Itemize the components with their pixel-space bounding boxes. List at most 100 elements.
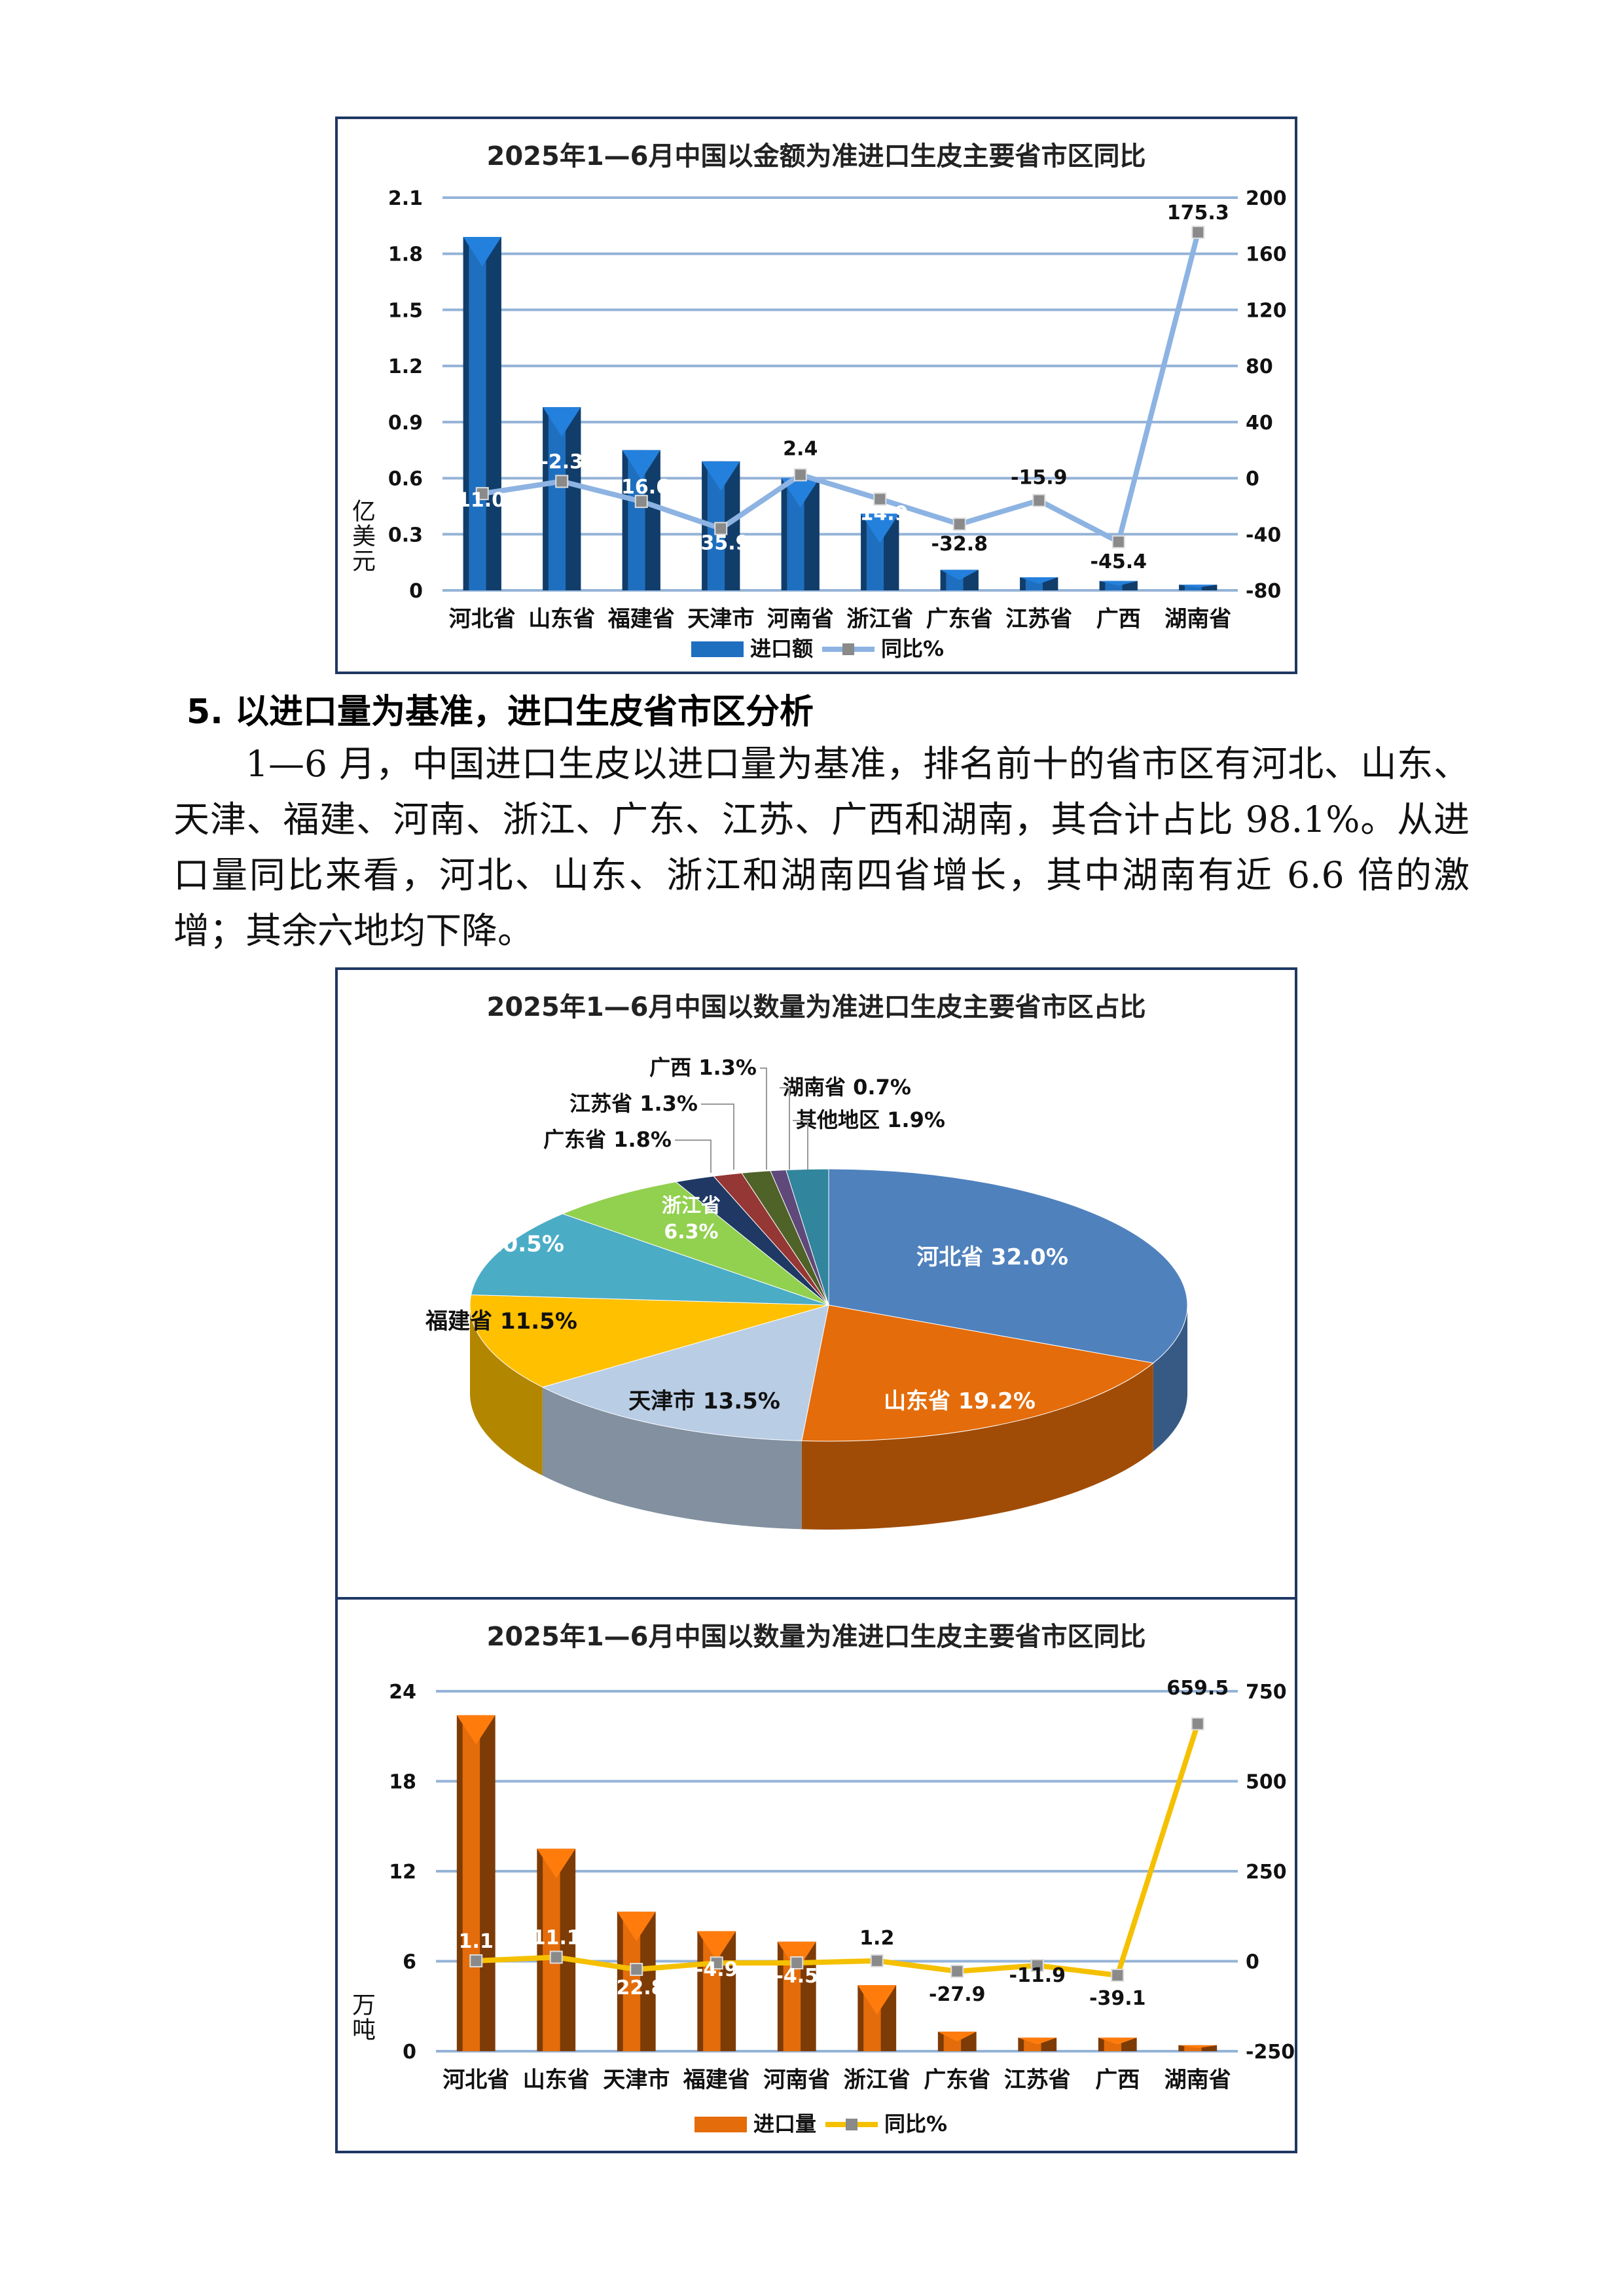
- bar: [1099, 581, 1138, 590]
- y-axis-label: 亿美元: [348, 499, 375, 573]
- x-tick-label: 河南省: [763, 2067, 830, 2093]
- bar-top: [781, 478, 820, 508]
- amount-yoy-chart: 2025年1—6月中国以金额为准进口生皮主要省市区同比 0 0.3 0.6 0.9 1.2…: [388, 141, 1287, 661]
- y-tick-label: 1.8: [388, 243, 423, 266]
- bar-top: [1099, 581, 1138, 586]
- bar: [937, 2032, 977, 2051]
- data-label: -16.6: [613, 476, 670, 499]
- leader-line: [675, 1139, 712, 1173]
- pie-slice: [470, 1213, 829, 1306]
- pie-label: 广东省 1.8%: [543, 1127, 672, 1152]
- legend-label: 同比%: [881, 636, 944, 661]
- y2-tick-label: 750: [1246, 1681, 1287, 1704]
- bar-top: [1018, 2037, 1057, 2045]
- line-marker: [790, 1956, 804, 1969]
- y2-tick-label: 40: [1246, 412, 1273, 435]
- x-tick-label: 天津市: [687, 606, 754, 632]
- x-tick-label: 湖南省: [1164, 2067, 1231, 2093]
- line-marker: [1191, 1717, 1204, 1731]
- data-label: -27.9: [929, 1983, 985, 2006]
- x-tick-label: 山东省: [523, 2067, 590, 2093]
- leader-line: [760, 1067, 767, 1170]
- x-tick-label: 广西: [1095, 2067, 1140, 2093]
- bar-top: [702, 461, 740, 491]
- bar: [1018, 2037, 1057, 2051]
- pie-label: 河南省 10.5%: [412, 1231, 564, 1257]
- pie-label: 广西 1.3%: [649, 1055, 757, 1080]
- pie-label: 其他地区 1.9%: [796, 1107, 945, 1132]
- data-label: -4.5: [775, 1965, 818, 1988]
- chart-title: 2025年1—6月中国以数量为准进口生皮主要省市区同比: [487, 1622, 1146, 1652]
- data-label: -11.9: [1009, 1964, 1066, 1987]
- data-label: 1.1: [459, 1930, 494, 1953]
- x-tick-label: 广东省: [926, 606, 993, 632]
- y-axis-label: 万吨: [348, 1992, 375, 2042]
- y-tick-label: 0: [409, 580, 423, 603]
- line-marker: [870, 1954, 884, 1967]
- y-tick-label: 6: [403, 1951, 416, 1974]
- bar-top: [1098, 2037, 1137, 2045]
- line-marker: [710, 1956, 723, 1970]
- data-label: -22.8: [608, 1977, 664, 2000]
- y2-tick-label: -40: [1246, 524, 1281, 547]
- y-tick-label: 1.5: [388, 299, 423, 322]
- x-tick-label: 天津市: [603, 2067, 670, 2093]
- x-tick-label: 河南省: [767, 606, 834, 632]
- section-heading: 5. 以进口量为基准，进口生皮省市区分析: [187, 692, 814, 732]
- pie-label: 天津市 13.5%: [628, 1388, 780, 1414]
- y2-tick-label: 80: [1246, 355, 1273, 378]
- pie-label: 河北省 32.0%: [916, 1244, 1068, 1270]
- bar-top: [937, 2032, 977, 2042]
- x-tick-label: 河北省: [442, 2067, 509, 2093]
- legend-marker: [842, 643, 854, 655]
- y2-tick-label: -250: [1246, 2041, 1295, 2064]
- bar: [543, 407, 581, 590]
- line-marker: [634, 495, 648, 509]
- line-marker: [630, 1963, 643, 1977]
- y2-tick-label: 200: [1246, 187, 1287, 210]
- bar-top: [940, 569, 979, 581]
- bar: [622, 450, 660, 590]
- line-marker: [952, 517, 966, 531]
- legend-label: 同比%: [884, 2111, 947, 2136]
- bar: [1179, 584, 1218, 590]
- pie-slice-side: [1153, 1305, 1187, 1452]
- y2-tick-label: 160: [1246, 243, 1287, 266]
- pie-slice-side: [542, 1387, 802, 1530]
- amount-chart-box: 2025年1—6月中国以金额为准进口生皮主要省市区同比 0 0.3 0.6 0.9 1.2…: [335, 117, 1297, 674]
- bar-top: [543, 407, 581, 437]
- data-label: 659.5: [1166, 1677, 1229, 1700]
- legend-label: 进口量: [753, 2111, 816, 2136]
- chart-title: 2025年1—6月中国以数量为准进口生皮主要省市区占比: [487, 992, 1146, 1022]
- data-label: 1.2: [859, 1927, 894, 1950]
- data-label: -11.0: [449, 489, 505, 512]
- y2-tick-label: 250: [1246, 1861, 1287, 1884]
- bar-top: [1178, 2045, 1218, 2049]
- pie-label: 6.3%: [664, 1221, 718, 1244]
- y2-tick-label: 0: [1246, 468, 1259, 491]
- y-tick-label: 24: [389, 1681, 416, 1704]
- pie-label: 福建省 11.5%: [425, 1308, 577, 1335]
- bar: [697, 1931, 736, 2051]
- line-marker: [469, 1954, 483, 1967]
- line-marker: [1191, 225, 1205, 239]
- bar: [1020, 577, 1058, 590]
- chart-title: 2025年1—6月中国以金额为准进口生皮主要省市区同比: [487, 141, 1146, 171]
- pie-slice: [801, 1304, 1155, 1442]
- y2-tick-label: 120: [1246, 299, 1287, 322]
- leader-line: [793, 1120, 808, 1170]
- y2-tick-label: 0: [1246, 1951, 1259, 1974]
- pie-label: 山东省 19.2%: [884, 1388, 1036, 1414]
- bar-top: [617, 1911, 656, 1941]
- pie-label: 浙江省: [662, 1194, 721, 1217]
- bar-face: [462, 1715, 480, 2051]
- data-label: -39.1: [1089, 1987, 1146, 2010]
- y-tick-label: 0: [403, 2041, 416, 2064]
- bar-face: [469, 237, 486, 590]
- bar-face: [548, 407, 566, 590]
- y-tick-label: 0.9: [388, 412, 423, 435]
- y2-tick-label: -80: [1246, 580, 1281, 603]
- pie-label: 湖南省 0.7%: [783, 1075, 911, 1100]
- bar: [861, 513, 899, 590]
- bar-top: [456, 1715, 496, 1745]
